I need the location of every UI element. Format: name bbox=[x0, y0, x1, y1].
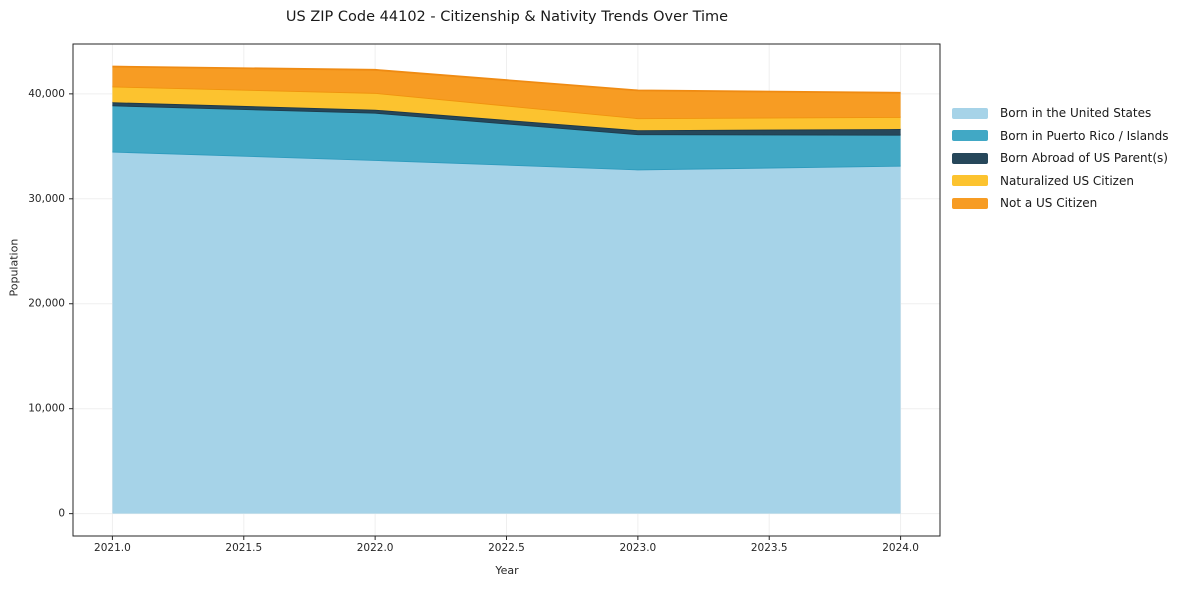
x-axis-label: Year bbox=[495, 564, 519, 577]
area-born-in-puerto-rico-islands bbox=[112, 105, 901, 170]
y-axis-label: Population bbox=[7, 238, 21, 297]
chart-title: US ZIP Code 44102 - Citizenship & Nativi… bbox=[285, 9, 729, 25]
area-naturalized-us-citizen bbox=[112, 86, 901, 131]
legend: Born in the United States Born in Puerto … bbox=[952, 102, 1169, 215]
legend-swatch-icon bbox=[952, 175, 988, 187]
x-tick-label: 2022.0 bbox=[357, 542, 394, 554]
legend-label: Born in the United States bbox=[1000, 106, 1152, 121]
area-born-in-the-united-states bbox=[112, 151, 901, 514]
legend-label: Not a US Citizen bbox=[1000, 196, 1098, 211]
area-edge-not-a-us-citizen bbox=[112, 65, 901, 94]
legend-row-naturalized-us-citizen: Naturalized US Citizen bbox=[952, 170, 1169, 193]
legend-label: Born in Puerto Rico / Islands bbox=[1000, 128, 1169, 143]
x-tick-label: 2021.5 bbox=[225, 542, 262, 554]
y-tick-label: 20,000 bbox=[28, 298, 65, 310]
legend-label: Naturalized US Citizen bbox=[1000, 173, 1134, 188]
legend-row-born-in-the-united-states: Born in the United States bbox=[952, 102, 1169, 125]
legend-swatch-icon bbox=[952, 130, 988, 142]
legend-swatch-icon bbox=[952, 197, 988, 209]
legend-row-born-abroad-of-us-parent-s: Born Abroad of US Parent(s) bbox=[952, 147, 1169, 170]
x-tick-label: 2021.0 bbox=[94, 542, 131, 554]
legend-row-born-in-puerto-rico-islands: Born in Puerto Rico / Islands bbox=[952, 125, 1169, 148]
y-tick-label: 10,000 bbox=[28, 403, 65, 415]
legend-swatch-icon bbox=[952, 152, 988, 164]
x-tick-label: 2022.5 bbox=[488, 542, 525, 554]
legend-swatch-icon bbox=[952, 107, 988, 119]
area-not-a-us-citizen bbox=[112, 66, 901, 119]
x-tick-label: 2024.0 bbox=[882, 542, 919, 554]
y-tick-label: 0 bbox=[58, 508, 65, 520]
x-tick-label: 2023.0 bbox=[619, 542, 656, 554]
y-tick-label: 40,000 bbox=[28, 88, 65, 100]
y-tick-label: 30,000 bbox=[28, 193, 65, 205]
area-born-abroad-of-us-parent-s bbox=[112, 102, 901, 135]
legend-row-not-a-us-citizen: Not a US Citizen bbox=[952, 192, 1169, 215]
x-tick-label: 2023.5 bbox=[751, 542, 788, 554]
legend-label: Born Abroad of US Parent(s) bbox=[1000, 151, 1168, 166]
